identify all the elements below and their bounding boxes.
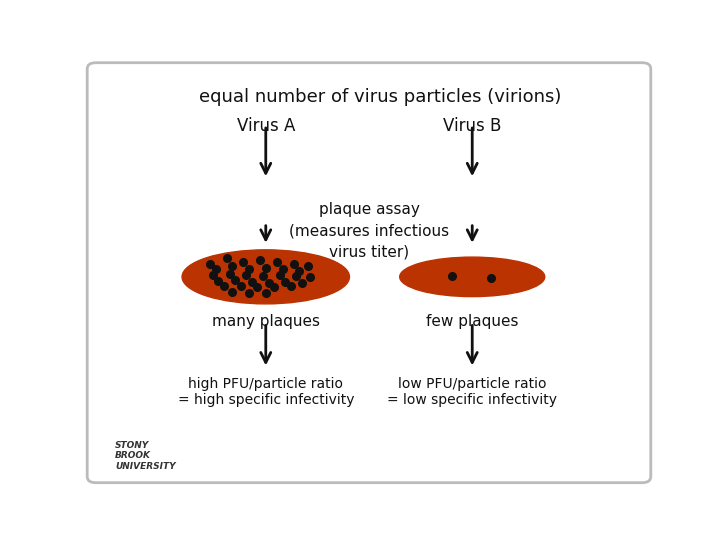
Text: high PFU/particle ratio
= high specific infectivity: high PFU/particle ratio = high specific …	[178, 377, 354, 407]
FancyBboxPatch shape	[87, 63, 651, 483]
Text: plaque assay
(measures infectious
virus titer): plaque assay (measures infectious virus …	[289, 202, 449, 259]
Text: equal number of virus particles (virions): equal number of virus particles (virions…	[199, 87, 562, 106]
Text: STONY
BROOK
UNIVERSITY: STONY BROOK UNIVERSITY	[115, 441, 176, 471]
Text: few plaques: few plaques	[426, 314, 518, 329]
Ellipse shape	[182, 250, 349, 304]
Ellipse shape	[400, 257, 545, 296]
Text: Virus B: Virus B	[443, 117, 501, 135]
Text: low PFU/particle ratio
= low specific infectivity: low PFU/particle ratio = low specific in…	[387, 377, 557, 407]
Text: Virus A: Virus A	[237, 117, 295, 135]
Text: many plaques: many plaques	[212, 314, 320, 329]
